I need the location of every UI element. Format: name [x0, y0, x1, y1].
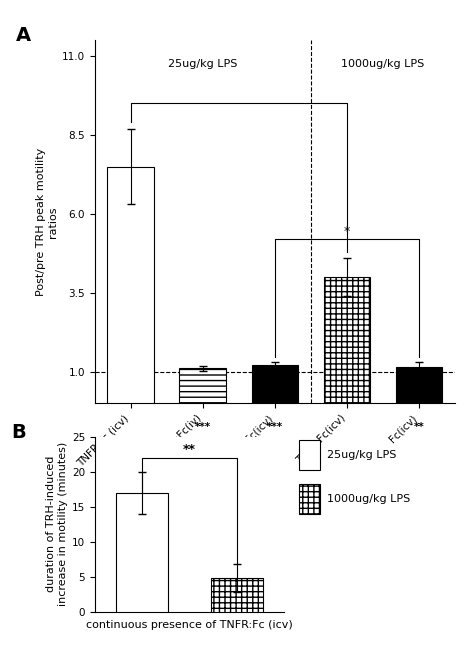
Bar	[396, 367, 442, 403]
Text: 25ug/kg LPS: 25ug/kg LPS	[168, 59, 237, 69]
Text: **: **	[183, 443, 196, 456]
Bar	[211, 578, 263, 612]
Bar	[252, 366, 298, 403]
Bar	[324, 277, 370, 403]
Text: A: A	[16, 26, 31, 45]
Bar	[108, 167, 154, 403]
Text: B: B	[11, 423, 26, 442]
X-axis label: continuous presence of TNFR:Fc (icv): continuous presence of TNFR:Fc (icv)	[86, 620, 293, 630]
Y-axis label: duration of TRH-induced
increase in motility (minutes): duration of TRH-induced increase in moti…	[46, 442, 68, 606]
Bar	[180, 368, 226, 403]
Y-axis label: Post/pre TRH peak motility
ratios: Post/pre TRH peak motility ratios	[36, 148, 58, 296]
Text: 1000ug/kg LPS: 1000ug/kg LPS	[327, 494, 410, 504]
Text: ***: ***	[267, 422, 283, 432]
Text: ***: ***	[195, 422, 211, 432]
Text: 1000ug/kg LPS: 1000ug/kg LPS	[341, 59, 425, 69]
Text: 25ug/kg LPS: 25ug/kg LPS	[327, 450, 396, 460]
Text: *: *	[344, 224, 350, 237]
Text: **: **	[414, 422, 424, 432]
Bar	[116, 493, 168, 612]
